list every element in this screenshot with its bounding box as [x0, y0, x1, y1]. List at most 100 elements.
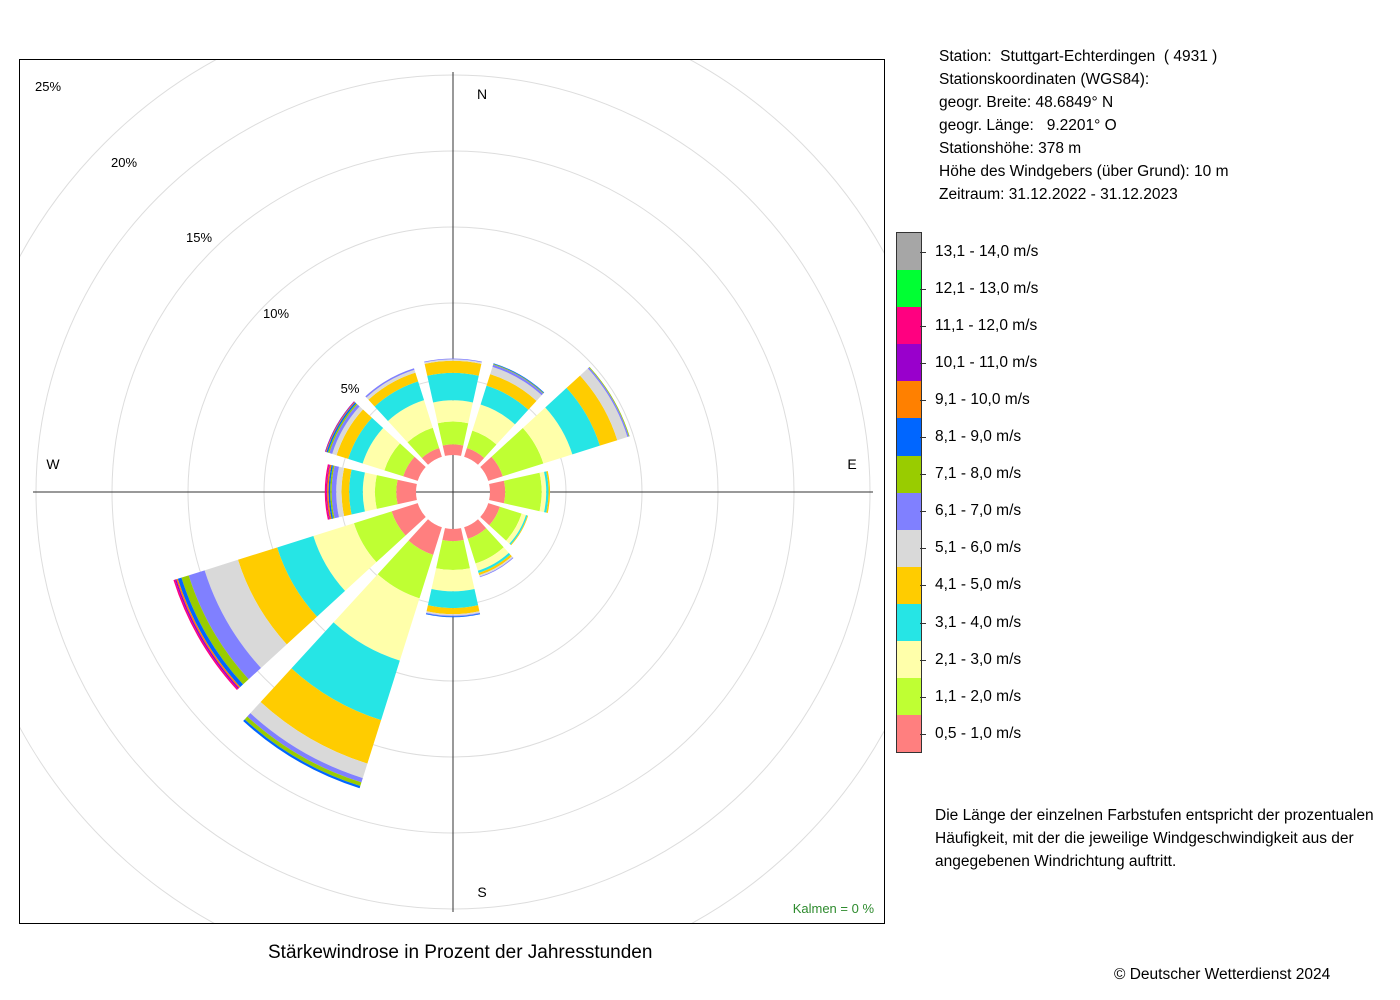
- legend-swatch-7: [897, 492, 921, 530]
- station-name: Station: Stuttgart-Echterdingen ( 4931 ): [939, 48, 1218, 65]
- sector-30-class-7: [492, 364, 544, 396]
- legend-label-12: 11,1 - 12,0 m/s: [935, 316, 1038, 334]
- sector-300-class-3: [362, 427, 400, 471]
- sector-0-class-4: [427, 372, 479, 403]
- ring-label-3: 15%: [186, 230, 212, 245]
- legend-color-bar: [896, 232, 922, 754]
- sector-300-class-9: [326, 402, 357, 453]
- sector-150-class-1: [464, 519, 487, 539]
- sector-210-class-5: [260, 668, 382, 764]
- legend-tick-13: [920, 288, 926, 290]
- sector-30-class-1: [464, 448, 485, 465]
- sector-330-class-4: [374, 381, 425, 422]
- sector-90-class-5: [546, 470, 551, 514]
- sector-60-class-6: [580, 368, 628, 441]
- sector-240-class-4: [277, 536, 346, 617]
- legend-label-6: 5,1 - 6,0 m/s: [935, 539, 1022, 557]
- chart-caption: Stärkewindrose in Prozent der Jahresstun…: [268, 942, 653, 963]
- ring-label-2: 10%: [263, 306, 289, 321]
- legend-tick-4: [920, 622, 926, 624]
- legend-label-1: 0,5 - 1,0 m/s: [935, 724, 1022, 742]
- compass-s: S: [477, 884, 486, 900]
- sector-90: [489, 470, 551, 514]
- sector-120: [480, 503, 529, 546]
- sector-180-class-2: [436, 539, 470, 571]
- station-elevation: Stationshöhe: 378 m: [939, 140, 1082, 157]
- sector-180-class-4: [427, 588, 479, 609]
- legend-swatch-1: [897, 715, 921, 753]
- legend-label-3: 2,1 - 3,0 m/s: [935, 650, 1022, 668]
- sector-240-class-2: [353, 511, 406, 563]
- legend-tick-12: [920, 325, 926, 327]
- sector-330-class-2: [407, 427, 440, 458]
- legend-tick-3: [920, 659, 926, 661]
- sector-120-class-1: [480, 503, 500, 526]
- sector-300-class-1: [403, 456, 426, 481]
- sector-210: [243, 519, 442, 789]
- legend-swatch-5: [897, 566, 921, 604]
- sector-210-class-2: [377, 540, 434, 599]
- sector-270-class-9: [328, 465, 334, 519]
- rose-plot-area: [20, 60, 884, 923]
- sector-30-class-5: [486, 374, 537, 410]
- sector-210-class-4: [291, 622, 400, 721]
- sector-30-class-3: [472, 404, 515, 445]
- compass-w: W: [46, 456, 60, 472]
- sector-330-class-7: [365, 368, 415, 398]
- ring-label-1: 5%: [341, 381, 360, 396]
- sector-60-class-1: [480, 456, 503, 481]
- sector-210-class-1: [408, 519, 442, 555]
- sector-120-class-2: [489, 506, 522, 541]
- sector-240-class-6: [204, 559, 287, 668]
- sector-270-class-11: [326, 464, 331, 520]
- sector-270-class-12: [324, 464, 330, 520]
- sector-240-class-8: [181, 575, 249, 685]
- legend-label-14: 13,1 - 14,0 m/s: [935, 242, 1039, 260]
- legend-label-10: 9,1 - 10,0 m/s: [935, 390, 1030, 408]
- sector-330-class-1: [421, 448, 442, 465]
- legend-swatch-9: [897, 418, 921, 456]
- sector-180-class-5: [426, 605, 480, 615]
- sector-300: [324, 401, 426, 481]
- sector-90-class-4: [544, 471, 549, 513]
- station-coords-heading: Stationskoordinaten (WGS84):: [939, 71, 1150, 88]
- sector-240-class-3: [313, 523, 377, 591]
- sector-330-class-3: [387, 400, 433, 443]
- sector-210-class-6: [250, 701, 368, 779]
- legend-tick-6: [920, 548, 926, 550]
- sector-300-class-2: [384, 443, 415, 477]
- sector-30: [464, 363, 545, 465]
- legend-tick-1: [920, 733, 926, 735]
- sector-60: [480, 366, 630, 481]
- legend-tick-2: [920, 696, 926, 698]
- sector-300-class-4: [348, 417, 384, 464]
- sector-90-class-1: [489, 480, 506, 504]
- sector-330-class-6: [366, 369, 416, 400]
- anemometer-height: Höhe des Windgebers (über Grund): 10 m: [939, 163, 1229, 180]
- ring-label-4: 20%: [111, 155, 137, 170]
- sector-0-class-6: [424, 359, 482, 364]
- sector-0-class-7: [424, 358, 482, 363]
- sector-120-class-3: [506, 513, 526, 544]
- legend-tick-7: [920, 511, 926, 513]
- sector-270: [324, 464, 417, 520]
- sector-210-class-8: [244, 716, 362, 787]
- sector-270-class-2: [374, 475, 398, 509]
- sector-270-class-7: [331, 465, 339, 519]
- sector-180-class-6: [426, 611, 480, 616]
- sector-240-class-9: [177, 577, 244, 687]
- sector-120-class-4: [509, 515, 528, 545]
- legend-swatch-14: [897, 233, 921, 271]
- sector-60-class-2: [491, 427, 544, 477]
- sector-300-class-5: [336, 409, 372, 459]
- sector-270-class-3: [362, 472, 377, 512]
- sector-60-class-4: [545, 387, 600, 455]
- legend-swatch-4: [897, 603, 921, 642]
- sector-330: [365, 368, 442, 465]
- sector-150-class-5: [478, 554, 512, 576]
- sector-60-class-3: [522, 407, 573, 464]
- sector-210-class-7: [247, 713, 363, 783]
- sector-300-class-6: [332, 406, 363, 456]
- sector-270-class-1: [396, 479, 417, 505]
